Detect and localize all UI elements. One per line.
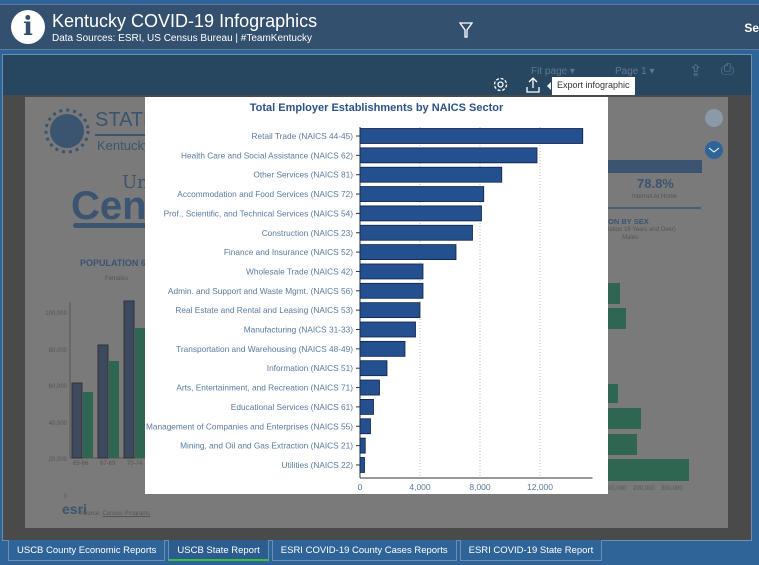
bar [359,321,416,338]
app-title: Kentucky COVID-19 Infographics [52,11,318,31]
category-label: Arts, Entertainment, and Recreation (NAI… [176,383,353,393]
y-tick: 60,000 [48,384,67,391]
tab-esri-covid-state-report[interactable]: ESRI COVID-19 State Report [459,540,603,561]
filter-icon[interactable] [458,22,474,43]
print-icon[interactable]: ⎙ [721,61,734,78]
bar [359,302,421,319]
category-label: Utilities (NAICS 22) [282,460,354,470]
bar [359,379,380,396]
x-tick: 70-74 [127,461,143,467]
category-label: Mining, and Oil and Gas Extraction (NAIC… [180,441,353,451]
y-tick: 100,000 [45,311,67,317]
internet-value: 78.8% [637,176,674,191]
bar [359,128,584,144]
tab-uscb-county-economic-reports[interactable]: USCB County Economic Reports [8,540,166,561]
category-label: Prof., Scientific, and Technical Service… [164,208,354,218]
y-tick: 80,000 [48,347,67,354]
category-label: Educational Services (NAICS 61) [231,402,353,412]
population-chart-title: POPULATION 65 [80,258,151,268]
bar [359,398,374,415]
category-label: Accommodation and Food Services (NAICS 7… [177,189,353,199]
bar [359,282,424,299]
y-tick: 40,000 [48,420,67,427]
bar [359,263,424,280]
x-tick-label: 0 [358,482,363,492]
tab-esri-covid-county-cases-reports[interactable]: ESRI COVID-19 County Cases Reports [271,540,457,561]
app-subtitle: Data Sources: ESRI, US Census Bureau | #… [52,33,312,44]
internet-label: Internet At Home [632,194,678,200]
bar [359,186,485,202]
sex-chart-subtitle: lation 16 Years and Over) [608,227,676,233]
y-tick: 0 [63,493,67,500]
bar [359,224,473,241]
esri-logo: esri [62,501,87,517]
chart-popup: Total Employer Establishments by NAICS S… [145,97,608,494]
export-icon[interactable] [526,76,540,98]
report-kentucky: Kentucky [97,138,151,153]
infographic-toolbar: Fit page ▾ Page 1 ▾ ⇪ ⎙ [3,55,751,95]
category-label: Transportation and Warehousing (NAICS 48… [176,344,353,354]
category-label: Retail Trade (NAICS 44-45) [252,131,354,141]
source-label: Source: [80,511,101,517]
x-tick-label: 8,000 [469,482,491,492]
bar [359,166,503,183]
settings-gear-icon[interactable] [492,76,509,98]
export-tooltip: Export infographic [547,77,635,95]
category-label: Health Care and Social Assistance (NAICS… [181,150,353,160]
x-tick: 300,000 [661,486,683,492]
category-label: Construction (NAICS 23) [262,228,354,238]
fit-page-dropdown[interactable]: Fit page ▾ [531,66,575,77]
sex-chart-title: ON BY SEX [608,217,649,226]
source-text: Source: Census Programs [80,511,150,517]
bar-chart: 0 4,000 8,000 12,000 Retail Trade (NAICS 44-… [146,127,593,492]
y-tick: 20,000 [48,457,67,464]
category-label: Manufacturing (NAICS 31-33) [244,325,354,335]
info-icon[interactable]: i [11,10,45,44]
category-label: Admin. and Support and Waste Mgmt. (NAIC… [168,286,353,296]
page-dropdown[interactable]: Page 1 ▾ [615,66,655,77]
app-header: i Kentucky COVID-19 Infographics Data So… [0,4,759,50]
legend-females: Females [105,276,129,282]
virus-logo-icon [44,108,90,154]
legend-males: Males [622,235,639,241]
bar [359,437,366,454]
bar [359,418,371,435]
x-tick-label: 12,000 [527,482,553,492]
bar [359,457,365,473]
bar [359,360,388,377]
header-right-text[interactable]: Se [744,21,759,35]
report-state-heading: STATE [95,109,157,131]
bar [359,205,482,222]
bar [359,340,406,357]
bar [359,147,538,164]
share-icon[interactable]: ⇪ [689,63,703,80]
category-label: Wholesale Trade (NAICS 42) [246,266,353,276]
population-y-axis: 100,000 80,000 60,000 40,000 20,000 0 [25,296,67,516]
x-tick: 200,000 [633,486,655,492]
x-tick: 67-69 [100,461,116,467]
category-label: Other Services (NAICS 81) [253,170,353,180]
tab-uscb-state-report[interactable]: USCB State Report [168,540,269,561]
x-tick: 65-66 [73,461,89,467]
category-label: Finance and Insurance (NAICS 52) [224,247,353,257]
bar [359,244,457,261]
report-tabs: USCB County Economic Reports USCB State … [8,540,603,562]
category-label: Management of Companies and Enterprises … [146,421,353,431]
chart-title: Total Employer Establishments by NAICS S… [249,102,504,114]
category-label: Information (NAICS 51) [267,363,353,373]
category-label: Real Estate and Rental and Leasing (NAIC… [175,305,353,315]
x-tick-label: 4,000 [409,482,431,492]
source-link[interactable]: Census Programs [102,511,151,517]
x-tick: 00,000 [608,486,627,492]
